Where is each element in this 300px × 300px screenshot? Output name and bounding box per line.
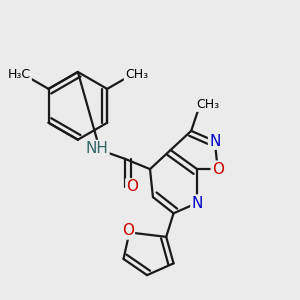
- Text: H₃C: H₃C: [8, 68, 31, 81]
- Text: O: O: [122, 224, 134, 238]
- Text: NH: NH: [85, 141, 108, 156]
- Text: O: O: [212, 162, 224, 177]
- Text: CH₃: CH₃: [196, 98, 219, 111]
- Text: O: O: [126, 179, 138, 194]
- Text: N: N: [191, 196, 203, 211]
- Text: CH₃: CH₃: [125, 68, 148, 81]
- Text: N: N: [209, 134, 220, 149]
